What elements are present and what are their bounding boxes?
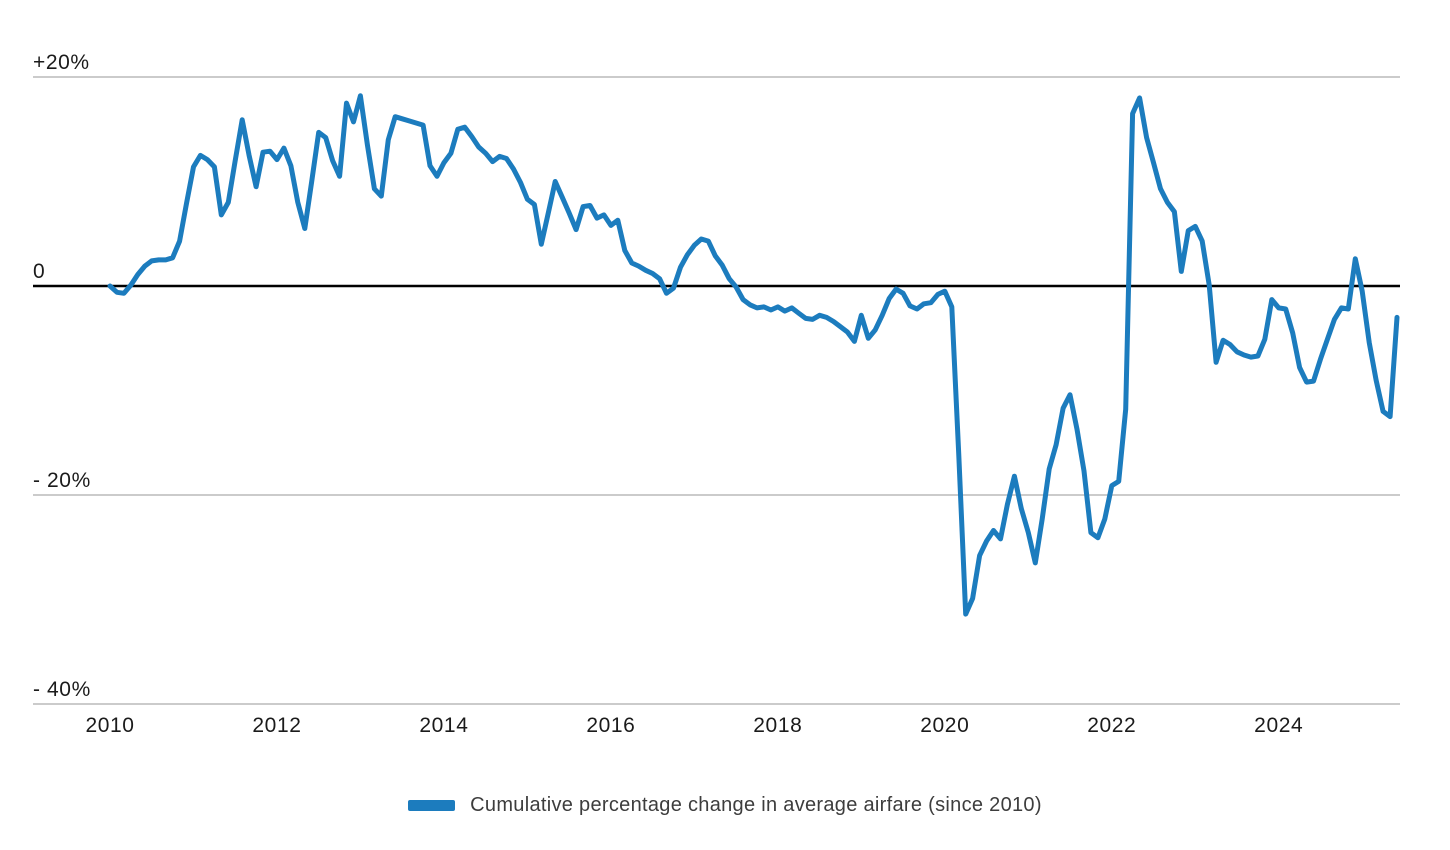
legend-line-swatch bbox=[408, 800, 456, 811]
y-tick-label: 0 bbox=[33, 260, 46, 283]
y-tick-label: +20% bbox=[33, 51, 90, 74]
x-tick-label: 2016 bbox=[586, 714, 636, 737]
x-tick-label: 2012 bbox=[252, 714, 302, 737]
x-tick-label: 2018 bbox=[753, 714, 803, 737]
x-tick-label: 2014 bbox=[419, 714, 469, 737]
x-tick-label: 2020 bbox=[920, 714, 970, 737]
y-tick-label: - 40% bbox=[33, 678, 91, 701]
x-tick-label: 2022 bbox=[1087, 714, 1137, 737]
x-tick-label: 2024 bbox=[1254, 714, 1304, 737]
x-tick-label: 2010 bbox=[85, 714, 135, 737]
airfare-series-line bbox=[107, 93, 1400, 617]
legend: Cumulative percentage change in average … bbox=[0, 794, 1450, 817]
legend-series-label: Cumulative percentage change in average … bbox=[470, 794, 1042, 816]
y-tick-label: - 20% bbox=[33, 469, 91, 492]
